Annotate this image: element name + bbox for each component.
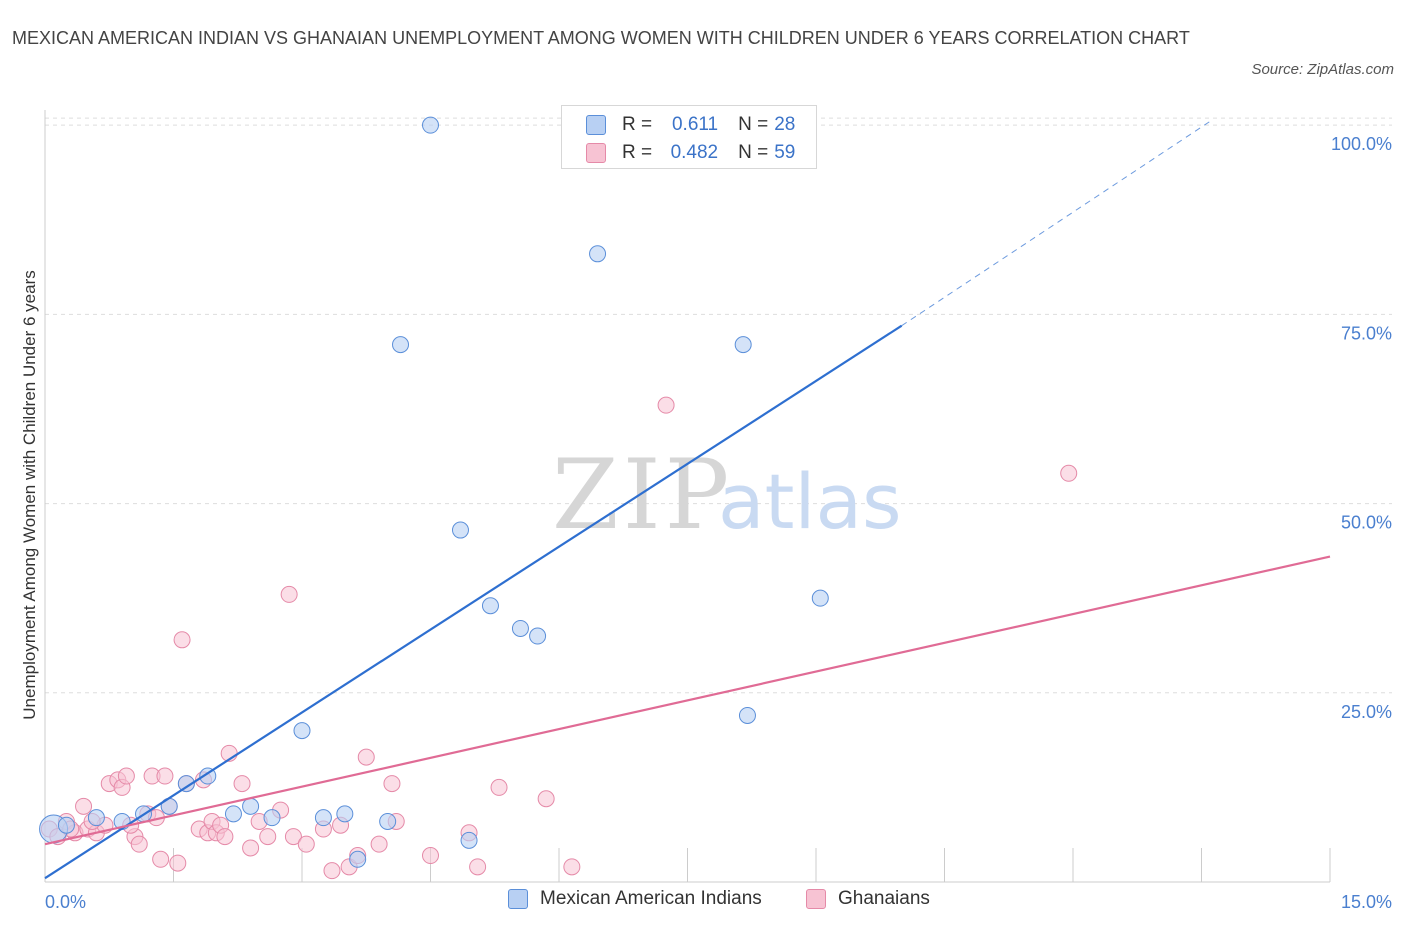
mexican-american-indians-point: [811, 589, 829, 607]
ghanaians-point: [323, 862, 341, 880]
mexican-american-indians-point: [177, 775, 195, 793]
legend-row-mexican: R = 0.611 N = 28: [586, 111, 795, 139]
y-tick-label: 100.0%: [1331, 134, 1392, 154]
mexican-american-indians-point: [242, 797, 260, 815]
mexican-american-indians-point: [511, 619, 529, 637]
legend-swatch-pink: [586, 143, 606, 163]
mexican-american-indians-point: [336, 805, 354, 823]
mexican-american-indians-point: [224, 805, 242, 823]
mexican-american-indians-point: [422, 116, 439, 134]
legend-r-value: 0.482: [670, 142, 719, 163]
legend-row-ghanaians: R = 0.482 N = 59: [586, 139, 795, 167]
legend-r-label: R =: [622, 114, 653, 135]
mexican-american-indians-point: [734, 336, 752, 354]
ghanaians-point: [469, 858, 487, 876]
ghanaians-point: [173, 631, 191, 649]
legend-r-label: R =: [622, 142, 653, 163]
mexican-american-indians-point: [293, 722, 311, 740]
mexican-american-indians-point: [349, 850, 367, 868]
legend-swatch-blue: [586, 115, 606, 135]
x-tick-label-min: 0.0%: [45, 892, 86, 912]
ghanaians-point: [284, 828, 302, 846]
mexican-american-indians-point: [263, 809, 281, 827]
legend-r-value: 0.611: [671, 114, 719, 135]
ghanaians-point: [169, 854, 187, 872]
ghanaians-point: [490, 778, 508, 796]
ghanaians-point: [657, 396, 675, 414]
ghanaians-point: [117, 767, 135, 785]
legend-label-ghanaians: Ghanaians: [838, 888, 930, 909]
x-tick-label-max: 15.0%: [1341, 892, 1392, 912]
ghanaians-point: [370, 835, 388, 853]
ghanaians-point: [130, 835, 148, 853]
legend-n-label: N =: [738, 114, 769, 135]
trend-lines: [44, 120, 1331, 880]
legend-swatch-blue: [508, 889, 528, 909]
legend-label-mexican: Mexican American Indians: [540, 888, 762, 909]
legend-n-label: N =: [738, 142, 769, 163]
mexican-american-indians-point: [460, 831, 478, 849]
ghanaians-point: [216, 828, 234, 846]
ghanaians-trend-line: [44, 555, 1331, 846]
ghanaians-point: [297, 835, 315, 853]
legend-swatch-pink: [806, 889, 826, 909]
ghanaians-point: [259, 828, 277, 846]
ghanaians-point: [1060, 464, 1078, 482]
stats-legend: R = 0.611 N = 28 R = 0.482 N = 59: [561, 105, 817, 169]
mexican-american-indians-points: [39, 116, 829, 868]
ghanaians-point: [156, 767, 174, 785]
tick-labels: 25.0% 50.0% 75.0% 100.0% 0.0% 15.0%: [45, 134, 1392, 912]
mexican-american-indians-point: [481, 597, 499, 615]
mexican-american-indians-point: [57, 816, 75, 834]
ghanaians-point: [383, 775, 401, 793]
ghanaians-point: [280, 585, 298, 603]
mexican-american-indians-point: [379, 812, 397, 830]
mexican-american-indians-point: [87, 809, 105, 827]
watermark-atlas: atlas: [718, 457, 902, 546]
ghanaians-point: [537, 790, 555, 808]
y-tick-label: 50.0%: [1341, 513, 1392, 533]
ghanaians-point: [563, 858, 581, 876]
mexican-american-indians-point: [199, 767, 217, 785]
y-tick-label: 25.0%: [1341, 702, 1392, 722]
ghanaians-point: [357, 748, 375, 766]
ghanaians-point: [152, 850, 170, 868]
mexican-american-indians-point: [738, 706, 756, 724]
legend-n-value: 28: [774, 114, 796, 135]
y-axis-label: Unemployment Among Women with Children U…: [20, 270, 39, 719]
mexican-american-indians-point: [529, 627, 547, 645]
mexican-trend-extension: [901, 120, 1211, 327]
ghanaians-point: [242, 839, 260, 857]
source-label: Source: ZipAtlas.com: [1251, 61, 1394, 78]
mexican-american-indians-point: [392, 336, 410, 354]
watermark: ZIP atlas: [552, 439, 902, 551]
legend-item-ghanaians: Ghanaians: [806, 888, 930, 910]
grid: [45, 117, 1392, 694]
ghanaians-point: [422, 847, 439, 865]
legend-item-mexican-american-indians: Mexican American Indians: [508, 888, 762, 910]
mexican-american-indians-point: [589, 245, 607, 263]
series-legend: Mexican American Indians Ghanaians: [0, 888, 1406, 916]
ghanaians-point: [233, 775, 251, 793]
mexican-american-indians-point: [451, 521, 469, 539]
mexican-trend-line: [44, 324, 903, 880]
legend-n-value: 59: [774, 142, 796, 163]
chart-title: MEXICAN AMERICAN INDIAN VS GHANAIAN UNEM…: [12, 28, 1190, 48]
ghanaians-point: [75, 797, 93, 815]
mexican-american-indians-point: [314, 809, 332, 827]
y-tick-label: 75.0%: [1341, 323, 1392, 343]
